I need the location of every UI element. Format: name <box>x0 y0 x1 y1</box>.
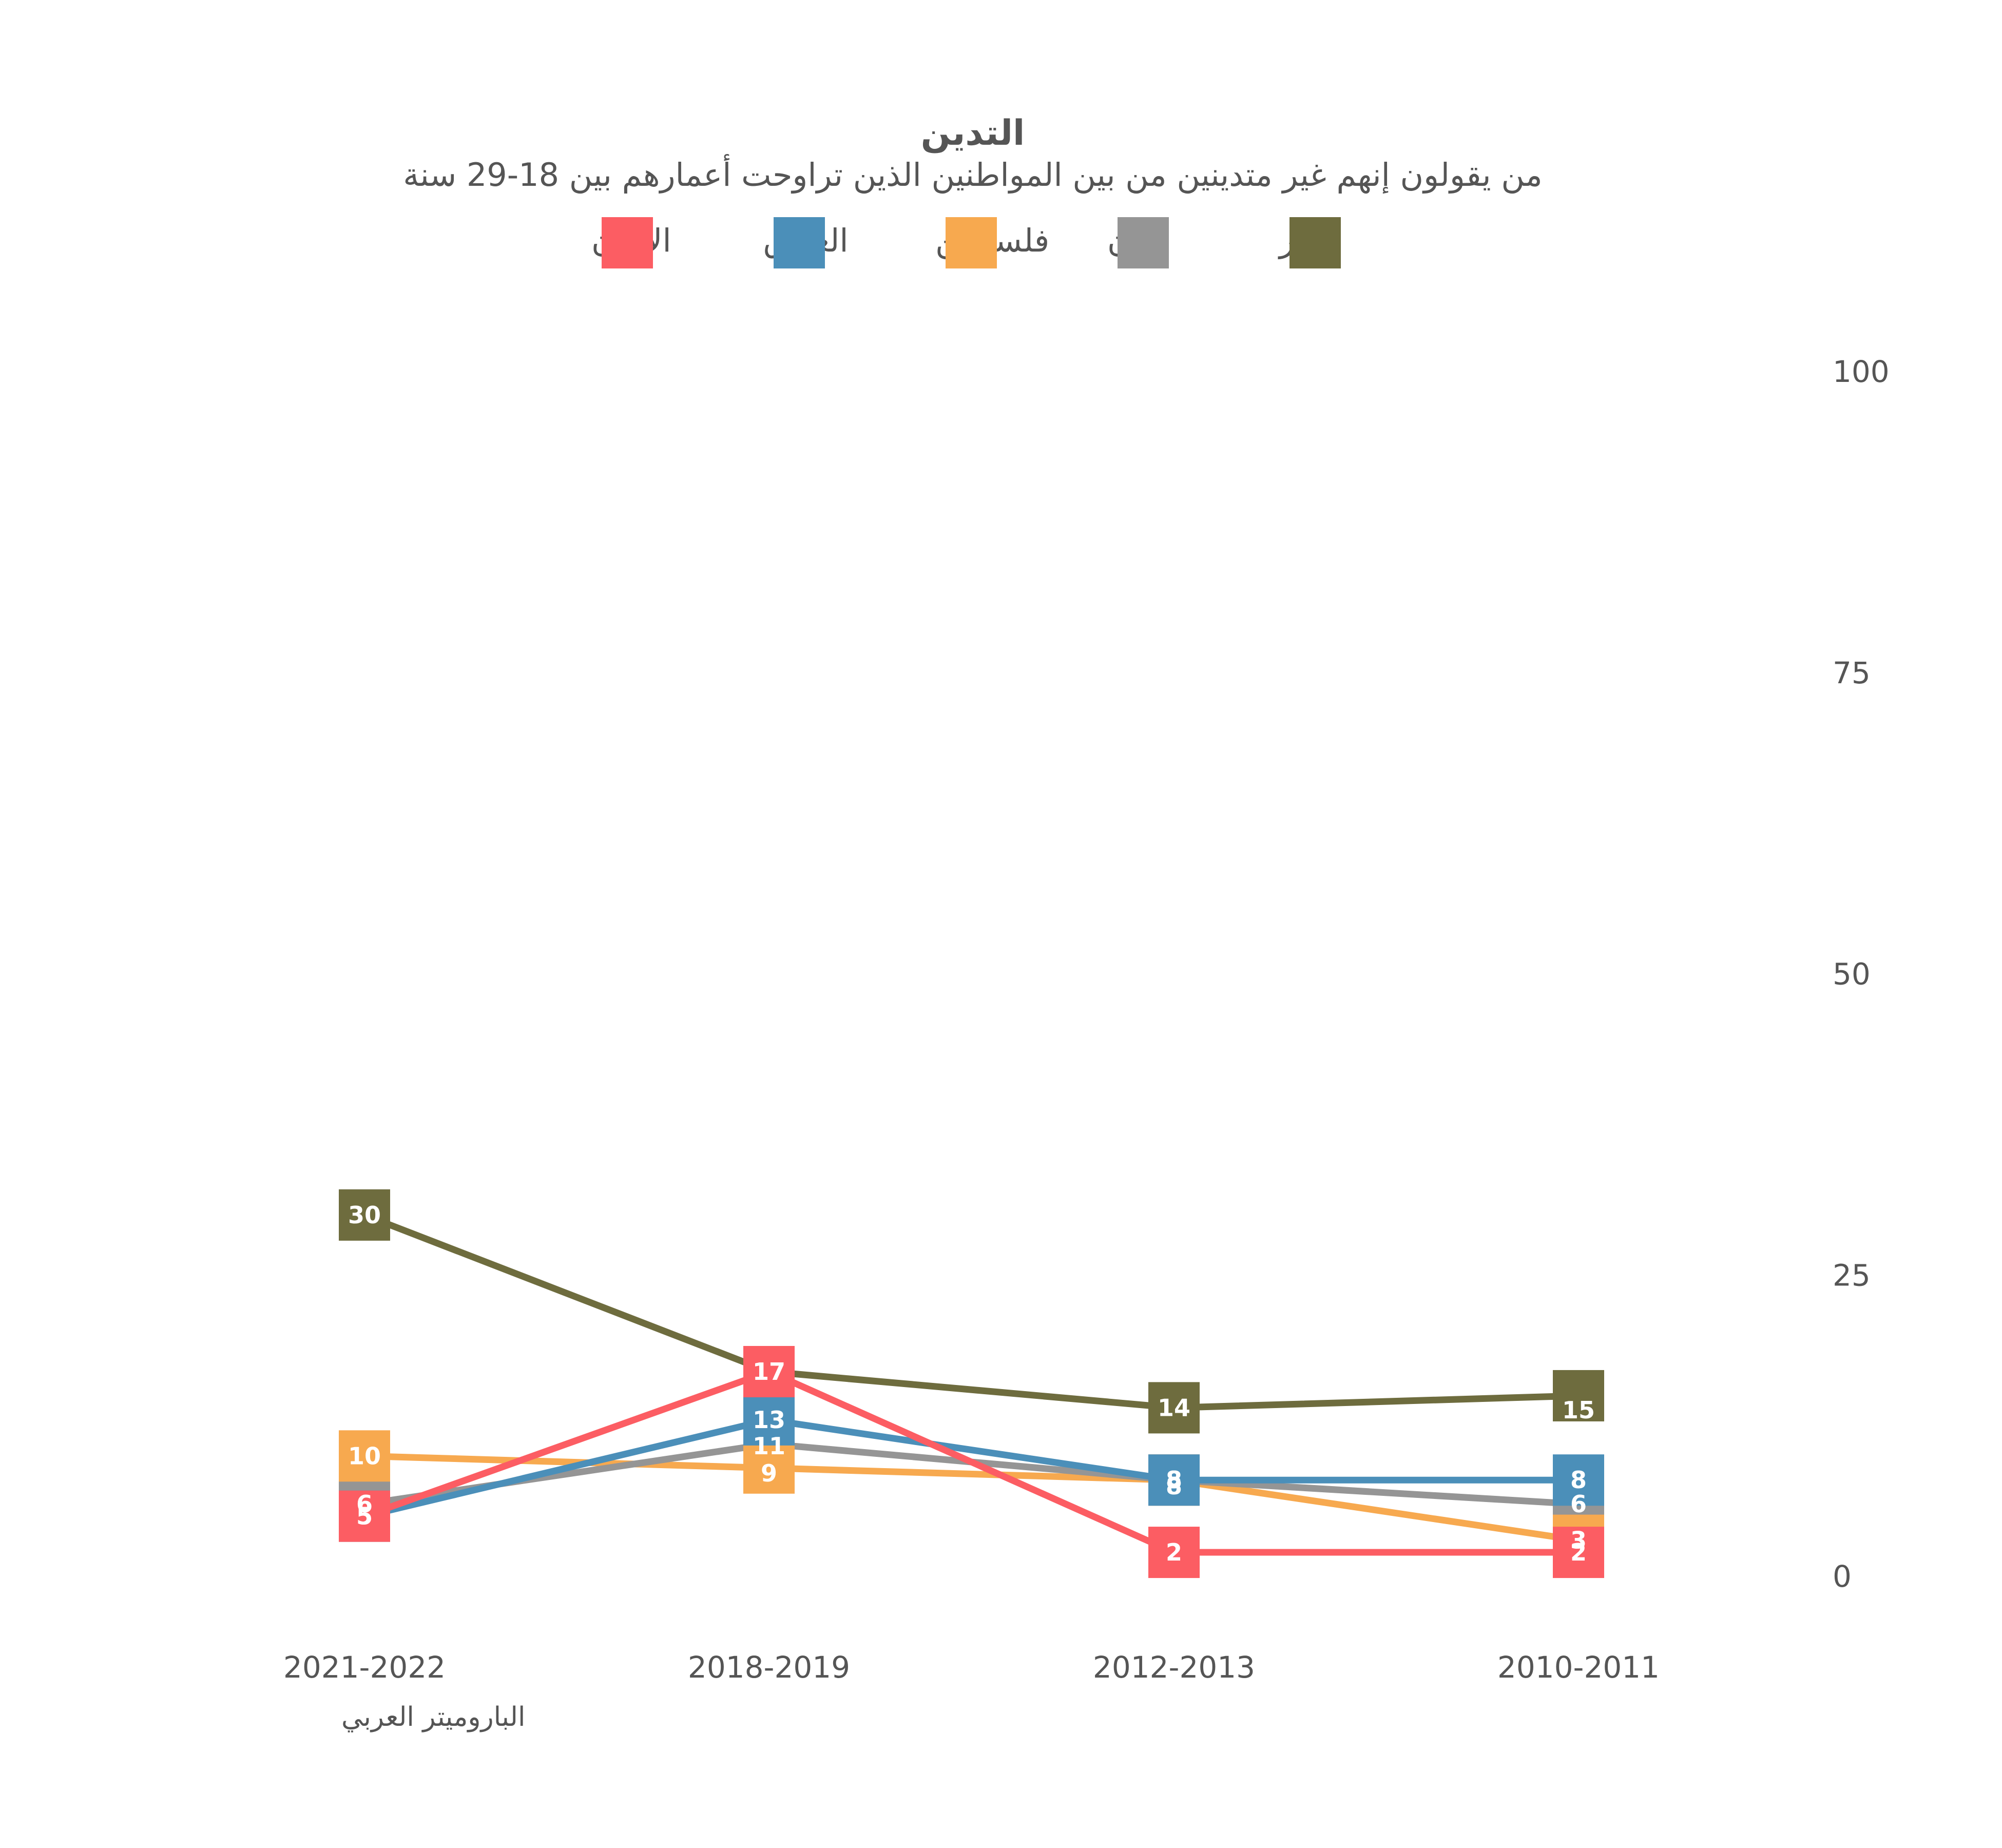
point-0-2 <box>1148 1382 1200 1434</box>
marker-2-0 <box>339 1430 390 1482</box>
series-line-0 <box>361 1211 1582 1411</box>
x-tick-label-2012-2013: 2012-2013 <box>1093 1650 1255 1685</box>
point-0-3 <box>1553 1370 1604 1421</box>
data-label-2-0: 10 <box>348 1442 381 1470</box>
data-label-4-1: 17 <box>753 1358 785 1385</box>
legend-swatch-1 <box>1118 217 1169 268</box>
data-label-0-3: 15 <box>1562 1396 1595 1424</box>
data-label-0-2: 14 <box>1158 1394 1190 1421</box>
x-tick-label-2018-2019: 2018-2019 <box>688 1650 850 1685</box>
point-0-0 <box>339 1189 390 1241</box>
data-label-3-0: 5 <box>356 1503 373 1530</box>
data-label-3-3: 8 <box>1570 1466 1587 1494</box>
data-label-4-2: 2 <box>1166 1538 1182 1566</box>
data-label-3-2: 8 <box>1166 1466 1182 1494</box>
x-tick-label-2021-2022: 2021-2022 <box>283 1650 446 1685</box>
data-label-4-3: 2 <box>1570 1538 1587 1566</box>
y-tick-label-0: 0 <box>1833 1559 1852 1594</box>
series-line-3 <box>361 1416 1582 1520</box>
legend-swatch-4 <box>602 217 653 268</box>
point-4-1 <box>743 1346 795 1398</box>
marker-4-1 <box>743 1346 795 1398</box>
legend-swatch-0 <box>1289 217 1341 268</box>
point-2-1 <box>743 1442 795 1494</box>
y-tick-label-25: 25 <box>1833 1258 1871 1293</box>
data-label-0-1: 17 <box>753 1358 785 1385</box>
marker-0-0 <box>339 1189 390 1241</box>
data-label-1-2: 8 <box>1166 1472 1182 1500</box>
marker-3-3 <box>1553 1454 1604 1506</box>
data-label-3-1: 13 <box>753 1406 785 1434</box>
y-tick-label-75: 75 <box>1833 656 1871 690</box>
data-label-2-1: 9 <box>761 1459 777 1487</box>
legend-swatch-2 <box>946 217 997 268</box>
point-4-0 <box>339 1490 390 1542</box>
data-label-2-3: 3 <box>1570 1527 1587 1554</box>
series-line-4 <box>361 1368 1582 1556</box>
marker-0-2 <box>1148 1382 1200 1434</box>
y-tick-label-100: 100 <box>1833 354 1890 389</box>
x-tick-label-2010-2011: 2010-2011 <box>1497 1650 1660 1685</box>
data-label-2-2: 8 <box>1166 1466 1182 1494</box>
marker-4-3 <box>1553 1527 1604 1578</box>
point-4-2 <box>1148 1527 1200 1578</box>
data-label-1-1: 11 <box>753 1432 785 1460</box>
data-label-1-0: 6 <box>356 1490 373 1518</box>
marker-0-3 <box>1553 1370 1604 1421</box>
marker-4-0 <box>339 1490 390 1542</box>
series-markers <box>339 1189 1604 1578</box>
data-label-0-0: 30 <box>348 1201 381 1229</box>
marker-3-2 <box>1148 1454 1200 1506</box>
marker-3-1 <box>743 1394 795 1446</box>
point-2-0 <box>339 1430 390 1482</box>
y-axis: 0 25 50 75 100 <box>1833 354 1890 1594</box>
point-3-3 <box>1553 1454 1604 1506</box>
point-3-2 <box>1148 1454 1200 1506</box>
series-line-2 <box>361 1452 1582 1544</box>
data-label-4-0: 5 <box>356 1503 373 1530</box>
y-tick-label-50: 50 <box>1833 957 1871 992</box>
marker-4-2 <box>1148 1527 1200 1578</box>
series-lines <box>361 1211 1582 1556</box>
legend-swatch-3 <box>774 217 825 268</box>
data-label-1-3: 6 <box>1570 1490 1587 1518</box>
chart-subtitle: من يقولون إنهم غير متدينين من بين المواط… <box>403 154 1543 194</box>
point-3-1 <box>743 1394 795 1446</box>
legend: الأردنالعراقفلسطينلبنانمصر <box>591 217 1341 268</box>
source-label: الباروميتر العربي <box>341 1702 525 1732</box>
chart-title: التدين <box>921 113 1025 153</box>
point-4-3 <box>1553 1527 1604 1578</box>
x-axis: 2021-2022 2018-2019 2012-2013 2010-2011 <box>283 1650 1660 1685</box>
marker-2-1 <box>743 1442 795 1494</box>
